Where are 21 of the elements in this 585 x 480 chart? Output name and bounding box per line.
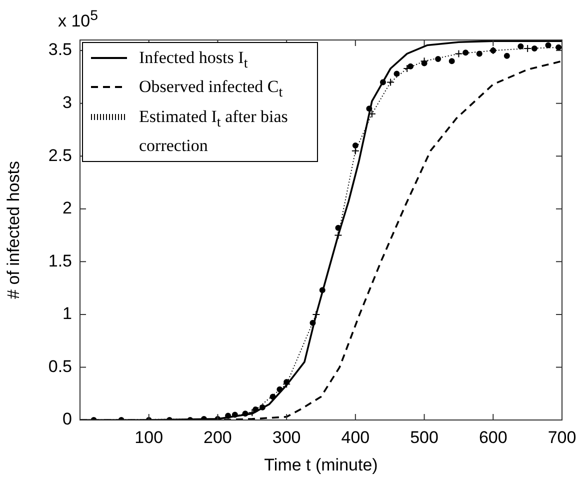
legend-label: Observed infected C$_{t}$	[139, 76, 283, 103]
x-tick-label: 200	[204, 428, 232, 447]
y-tick-label: 1	[62, 304, 72, 324]
y-tick-label: 1.5	[48, 251, 72, 270]
y-tick-label: 2	[62, 198, 72, 218]
legend-label: Infected hosts I$_{t}$	[139, 47, 248, 74]
y-tick-label: 0	[62, 410, 72, 429]
x-tick-label: 600	[478, 428, 508, 447]
y-tick-label: 3.5	[48, 40, 72, 60]
x-tick-label: 400	[341, 428, 370, 447]
y-axis-title: # of infected hosts	[4, 161, 23, 299]
x-tick-label: 500	[410, 428, 438, 447]
text: x 10$^{5}$	[58, 8, 98, 32]
y-tick-label: 3	[62, 93, 72, 112]
x-tick-label: 100	[134, 428, 164, 447]
x-tick-label: 700	[548, 428, 576, 447]
y-tick-label: 0.5	[48, 356, 72, 376]
legend-label: Estimated I$_{t}$ after bias correction	[139, 106, 289, 158]
x-tick-label: 300	[272, 428, 301, 447]
y-tick-label: 2.5	[48, 146, 72, 165]
x-axis-title: Time t (minute)	[264, 455, 378, 474]
